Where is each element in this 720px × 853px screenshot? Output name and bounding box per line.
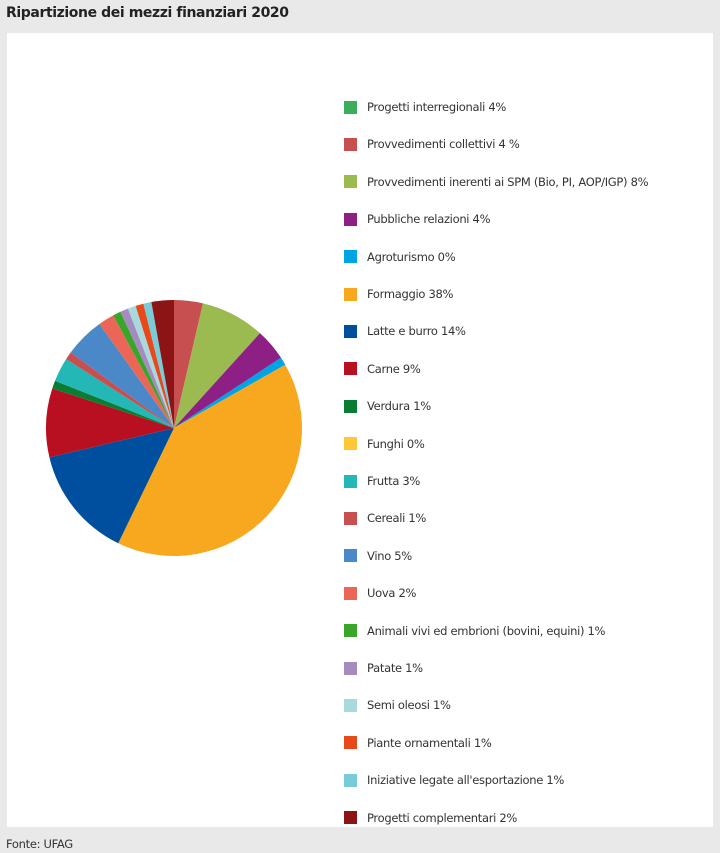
- legend-item: Vino 5%: [344, 548, 412, 564]
- legend-swatch: [344, 324, 357, 338]
- legend-item: Piante ornamentali 1%: [344, 735, 492, 751]
- legend-label: Cereali 1%: [367, 511, 426, 526]
- legend-swatch: [344, 773, 357, 787]
- legend-swatch: [344, 100, 357, 114]
- legend-label: Provvedimenti inerenti ai SPM (Bio, PI, …: [367, 174, 649, 189]
- pie-slice: [151, 300, 174, 428]
- pie-slice: [143, 302, 174, 428]
- chart-panel: Progetti interregionali 4% Provvedimenti …: [7, 33, 713, 827]
- legend-swatch: [344, 698, 357, 712]
- pie-slice: [99, 315, 174, 428]
- legend-item: Progetti interregionali 4%: [344, 99, 506, 115]
- pie-slice: [70, 323, 174, 428]
- legend-label: Patate 1%: [367, 661, 423, 675]
- pie-slice: [174, 303, 260, 428]
- legend-label: Latte e burro 14%: [367, 324, 466, 339]
- pie-slice: [55, 359, 174, 428]
- legend-label: Agroturismo 0%: [367, 249, 456, 264]
- legend-swatch: [344, 661, 357, 675]
- legend-swatch: [344, 736, 357, 750]
- legend-swatch: [344, 511, 357, 525]
- legend-swatch: [344, 624, 357, 638]
- legend-label: Progetti complementari 2%: [367, 810, 518, 825]
- legend-item: Animali vivi ed embrioni (bovini, equini…: [344, 623, 605, 639]
- legend-swatch: [344, 474, 357, 488]
- legend-item: Verdura 1%: [344, 398, 431, 414]
- legend-label: Formaggio 38%: [367, 287, 454, 301]
- pie-slice: [52, 380, 174, 428]
- legend-label: Provvedimenti collettivi 4 %: [367, 137, 520, 152]
- legend-item: Provvedimenti collettivi 4 %: [344, 136, 520, 152]
- legend-item: Progetti complementari 2%: [344, 810, 517, 826]
- pie-slice: [174, 300, 203, 428]
- legend-label: Animali vivi ed embrioni (bovini, equini…: [367, 623, 606, 638]
- legend-label: Verdura 1%: [367, 399, 431, 414]
- pie-slice: [174, 357, 286, 428]
- legend-item: Uova 2%: [344, 585, 416, 601]
- legend-swatch: [344, 137, 357, 151]
- legend-swatch: [344, 399, 357, 413]
- legend-item: Cereali 1%: [344, 510, 426, 526]
- legend-swatch: [344, 586, 357, 600]
- legend-label: Carne 9%: [367, 361, 421, 376]
- source-note: Fonte: UFAG: [6, 837, 73, 851]
- legend-swatch: [344, 549, 357, 563]
- pie-chart: [46, 300, 303, 556]
- legend-item: Provvedimenti inerenti ai SPM (Bio, PI, …: [344, 174, 649, 190]
- legend-label: Uova 2%: [367, 586, 417, 601]
- legend-item: Latte e burro 14%: [344, 323, 466, 339]
- legend-label: Piante ornamentali 1%: [367, 735, 492, 750]
- legend-swatch: [344, 175, 357, 189]
- pie-slice: [46, 388, 174, 458]
- legend-item: Funghi 0%: [344, 436, 425, 452]
- legend-label: Funghi 0%: [367, 436, 425, 451]
- legend-label: Frutta 3%: [367, 474, 421, 488]
- legend-swatch: [344, 437, 357, 451]
- legend-item: Carne 9%: [344, 361, 421, 377]
- pie-slice: [127, 305, 174, 428]
- pie-slice: [174, 333, 282, 428]
- legend-item: Pubbliche relazioni 4%: [344, 211, 491, 227]
- pie-slice: [49, 428, 175, 544]
- pie-slice: [120, 308, 174, 428]
- legend-label: Iniziative legate all'esportazione 1%: [367, 773, 564, 788]
- legend-swatch: [344, 811, 357, 825]
- legend-item: Patate 1%: [344, 660, 423, 676]
- legend-swatch: [344, 287, 357, 301]
- pie-slice: [113, 311, 174, 428]
- pie-slice: [135, 303, 174, 428]
- legend-item: Iniziative legate all'esportazione 1%: [344, 772, 564, 788]
- legend-label: Vino 5%: [367, 548, 412, 563]
- chart-title: Ripartizione dei mezzi finanziari 2020: [6, 5, 289, 21]
- legend-item: Frutta 3%: [344, 473, 420, 489]
- legend-item: Formaggio 38%: [344, 286, 453, 302]
- pie-slice: [118, 364, 303, 556]
- legend-swatch: [344, 362, 357, 376]
- legend-swatch: [344, 250, 357, 264]
- legend-label: Semi oleosi 1%: [367, 698, 451, 713]
- legend-item: Agroturismo 0%: [344, 249, 456, 265]
- legend-label: Progetti interregionali 4%: [367, 100, 506, 114]
- legend-item: Semi oleosi 1%: [344, 697, 451, 713]
- legend-swatch: [344, 212, 357, 226]
- pie-slice: [66, 352, 174, 428]
- legend-label: Pubbliche relazioni 4%: [367, 212, 491, 227]
